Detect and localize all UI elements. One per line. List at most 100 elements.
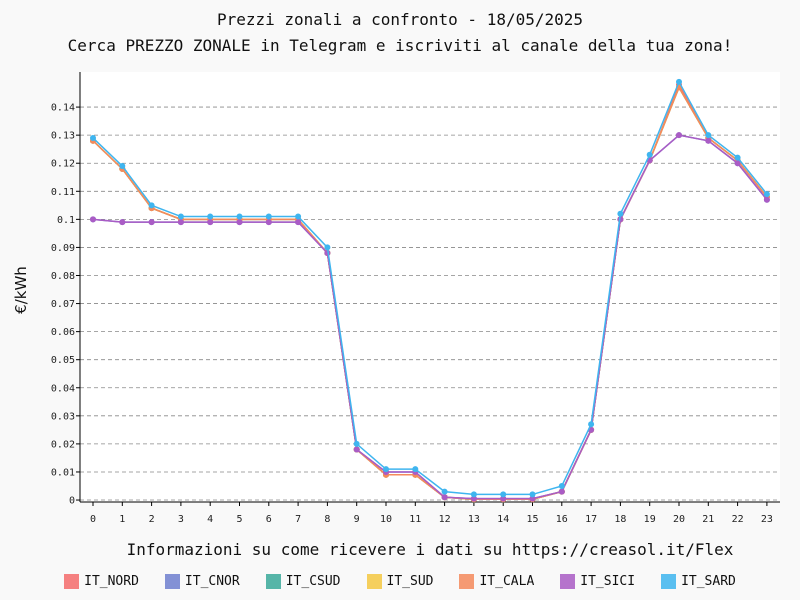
x-tick-label: 19 — [644, 514, 656, 525]
y-tick-label: 0.01 — [51, 467, 75, 478]
data-point-it-sard — [441, 488, 448, 495]
legend-label: IT_CSUD — [285, 574, 341, 589]
y-tick-label: 0.1 — [57, 215, 75, 226]
y-tick-label: 0.03 — [51, 411, 75, 422]
data-point-it-sici — [734, 160, 741, 167]
grid-lines — [80, 106, 780, 501]
plot-area — [80, 72, 780, 502]
x-tick-label: 21 — [702, 514, 714, 525]
series-line-it-cala — [92, 85, 768, 500]
x-tick-label: 15 — [526, 514, 538, 525]
data-point-it-sici — [265, 219, 272, 226]
data-point-it-sard — [177, 213, 184, 220]
legend-item-it-sard: IT_SARD — [661, 574, 736, 589]
legend-label: IT_SARD — [681, 574, 736, 589]
x-tick-label: 23 — [761, 514, 773, 525]
legend-item-it-sud: IT_SUD — [366, 574, 434, 589]
data-point-it-sici — [470, 495, 477, 502]
data-point-it-sici — [236, 219, 243, 226]
data-point-it-sici — [119, 219, 126, 226]
data-point-it-sard — [588, 421, 595, 428]
data-point-it-sard — [353, 440, 360, 447]
y-tick-label: 0 — [69, 496, 75, 507]
y-tick-label: 0.02 — [51, 439, 75, 450]
data-point-it-sard — [207, 213, 214, 220]
legend-swatch — [64, 574, 80, 589]
data-point-it-sard — [119, 163, 126, 170]
data-point-it-sard — [90, 134, 96, 141]
data-point-it-sard — [148, 202, 155, 209]
y-tick-label: 0.04 — [51, 383, 75, 394]
data-point-it-sici — [295, 219, 302, 226]
x-tick-label: 1 — [119, 514, 125, 525]
x-tick-label: 13 — [468, 514, 480, 525]
y-tick-label: 0.09 — [51, 243, 75, 254]
series-it-sici — [90, 132, 770, 502]
x-tick-label: 20 — [673, 514, 685, 525]
x-tick-label: 4 — [207, 514, 213, 525]
chart-title: Prezzi zonali a confronto - 18/05/2025 — [216, 10, 584, 29]
data-point-it-sard — [470, 491, 477, 498]
data-point-it-sard — [734, 154, 741, 161]
x-tick-label: 12 — [439, 514, 451, 525]
y-tick-label: 0.05 — [51, 355, 75, 366]
data-point-it-sard — [705, 132, 712, 139]
data-point-it-sard — [295, 213, 302, 220]
series-group — [90, 78, 770, 503]
data-point-it-sici — [500, 495, 507, 502]
legend-label: IT_CNOR — [184, 574, 240, 589]
data-point-it-sard — [763, 191, 770, 198]
x-tick-label: 3 — [178, 514, 184, 525]
legend-item-it-cala: IT_CALA — [459, 574, 534, 589]
legend-label: IT_NORD — [84, 574, 139, 589]
x-tick-label: 7 — [295, 514, 301, 525]
data-point-it-sard — [265, 213, 272, 220]
y-tick-label: 0.11 — [51, 187, 75, 198]
series-line-it-sici — [92, 134, 768, 500]
y-axis-ticks: 0 0.01 0.02 0.03 0.04 0.05 0.06 0.07 0.08 0.09 0.1… — [51, 103, 80, 507]
legend-item-it-nord: IT_NORD — [64, 574, 139, 589]
data-point-it-sici — [529, 495, 536, 502]
data-point-it-sici — [558, 488, 565, 495]
x-axis-ticks: 0 1 2 3 4 5 6 7 8 9 10 11 12 13 14 15 16 17 18 19 20 21 22 23 — [90, 502, 773, 525]
legend-swatch — [661, 574, 677, 589]
y-tick-label: 0.12 — [51, 159, 75, 170]
data-point-it-sard — [676, 78, 682, 85]
data-point-it-sici — [705, 137, 712, 144]
y-axis-title: €/kWh — [12, 266, 30, 314]
y-tick-label: 0.08 — [51, 271, 75, 282]
data-point-it-sici — [676, 132, 682, 139]
series-it-sard — [90, 78, 770, 498]
data-point-it-sici — [763, 196, 770, 203]
legend-swatch — [265, 574, 281, 589]
y-tick-label: 0.14 — [51, 103, 75, 114]
data-point-it-sici — [207, 219, 214, 226]
data-point-it-sici — [177, 219, 184, 226]
data-point-it-sard — [412, 466, 419, 473]
x-tick-label: 17 — [585, 514, 597, 525]
y-tick-label: 0.06 — [51, 327, 75, 338]
data-point-it-sard — [558, 483, 565, 490]
legend-swatch — [459, 574, 475, 589]
data-point-it-sard — [617, 210, 624, 217]
x-tick-label: 8 — [324, 514, 330, 525]
x-tick-label: 9 — [354, 514, 360, 525]
x-tick-label: 18 — [614, 514, 626, 525]
x-tick-label: 2 — [149, 514, 155, 525]
data-point-it-sard — [383, 466, 389, 473]
series-line-it-sard — [92, 80, 768, 496]
data-point-it-sard — [500, 491, 507, 498]
data-point-it-sici — [148, 219, 155, 226]
x-tick-label: 14 — [497, 514, 509, 525]
legend-item-it-csud: IT_CSUD — [265, 574, 341, 589]
x-tick-label: 5 — [236, 514, 242, 525]
data-point-it-sici — [90, 216, 96, 223]
legend-label: IT_CALA — [479, 574, 535, 589]
legend: IT_NORD IT_CNOR IT_CSUD IT_SUD IT_CALA IT_SIC… — [0, 574, 800, 589]
legend-label: IT_SUD — [386, 574, 434, 589]
legend-swatch — [366, 574, 382, 589]
x-tick-label: 0 — [90, 514, 96, 525]
x-tick-label: 16 — [556, 514, 568, 525]
x-tick-label: 11 — [409, 514, 421, 525]
